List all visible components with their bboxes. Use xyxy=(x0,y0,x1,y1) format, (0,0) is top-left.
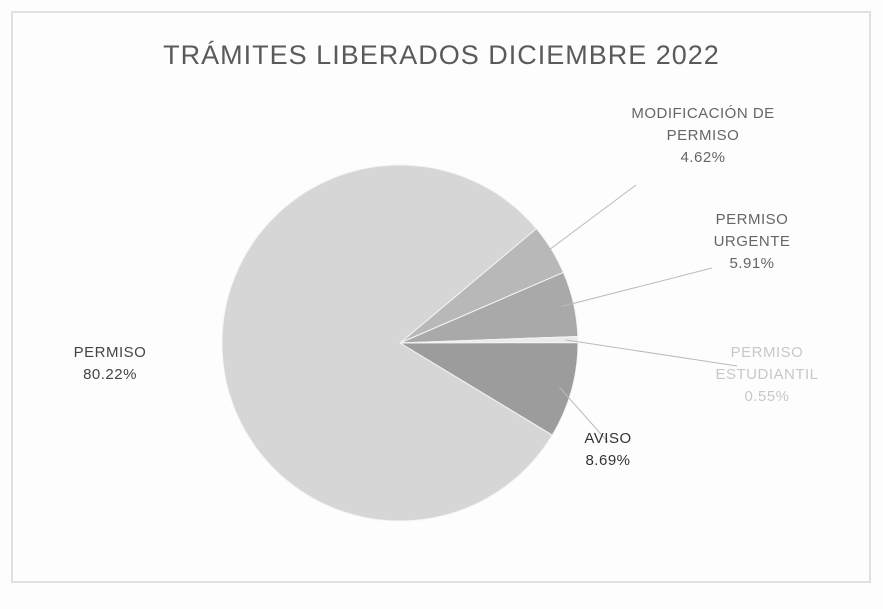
value-label: 8.69% xyxy=(585,452,631,469)
pie-slice xyxy=(221,164,553,522)
slice-label: AVISO 8.69% xyxy=(553,428,663,472)
slice-label: PERMISO URGENTE 5.91% xyxy=(697,209,807,275)
leader-line xyxy=(561,267,713,308)
value-label: 0.55% xyxy=(744,388,790,405)
chart-title: TRÁMITES LIBERADOS DICIEMBRE 2022 xyxy=(163,40,720,70)
value-label: 4.62% xyxy=(680,149,726,166)
category-label: MODIFICACIÓN DE PERMISO xyxy=(631,105,775,144)
leader-line xyxy=(540,184,637,257)
category-label: AVISO xyxy=(584,430,632,447)
leader-line xyxy=(565,339,738,367)
chart-border xyxy=(11,11,871,583)
category-label: PERMISO URGENTE xyxy=(713,211,791,250)
value-label: 5.91% xyxy=(729,255,775,272)
category-label: PERMISO ESTUDIANTIL xyxy=(715,344,819,383)
pie-slice xyxy=(398,342,579,436)
slice-label: MODIFICACIÓN DE PERMISO 4.62% xyxy=(628,103,778,169)
category-label: PERMISO xyxy=(73,344,147,361)
value-label: 80.22% xyxy=(83,366,137,383)
leader-line xyxy=(559,387,609,443)
slice-label: PERMISO ESTUDIANTIL 0.55% xyxy=(712,342,822,408)
slice-label: PERMISO 80.22% xyxy=(55,342,165,386)
